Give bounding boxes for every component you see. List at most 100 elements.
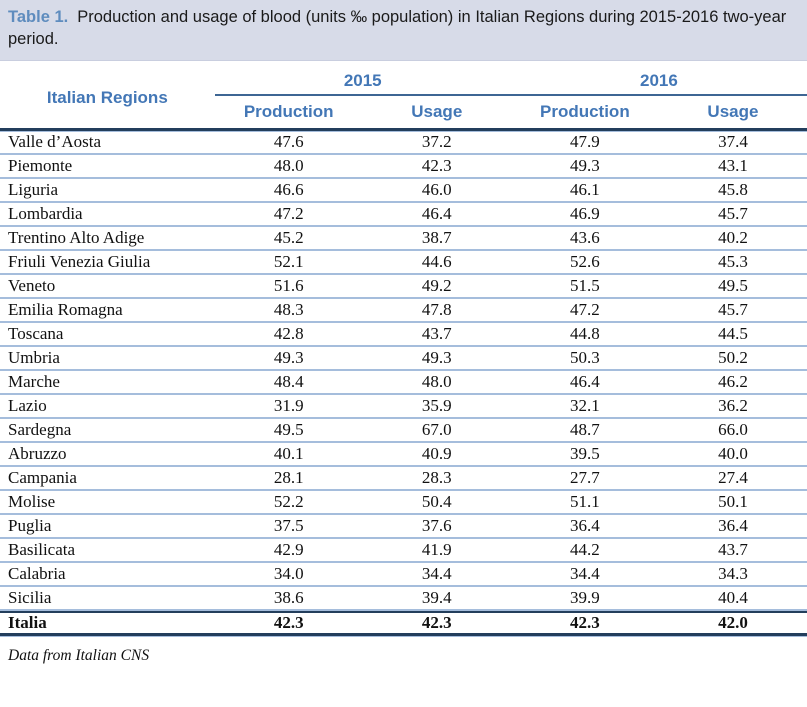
- table-row: Trentino Alto Adige 45.2 38.7 43.6 40.2: [0, 227, 807, 251]
- table-row: Lazio 31.9 35.9 32.1 36.2: [0, 395, 807, 419]
- table-caption-text: Production and usage of blood (units ‰ p…: [8, 8, 787, 48]
- value-cell: 48.4: [214, 371, 363, 395]
- table-row: Calabria 34.0 34.4 34.4 34.3: [0, 563, 807, 587]
- region-name: Sicilia: [0, 587, 215, 611]
- value-cell: 49.2: [362, 275, 511, 299]
- table-row: Liguria 46.6 46.0 46.1 45.8: [0, 179, 807, 203]
- region-name: Piemonte: [0, 155, 215, 179]
- table-row: Umbria 49.3 49.3 50.3 50.2: [0, 347, 807, 371]
- region-name: Abruzzo: [0, 443, 215, 467]
- table-row: Valle d’Aosta 47.6 37.2 47.9 37.4: [0, 131, 807, 155]
- value-cell: 40.4: [658, 587, 807, 611]
- value-cell: 38.6: [214, 587, 363, 611]
- value-cell: 38.7: [362, 227, 511, 251]
- value-cell: 34.3: [658, 563, 807, 587]
- value-cell: 40.1: [214, 443, 363, 467]
- value-cell: 34.0: [214, 563, 363, 587]
- value-cell: 37.6: [362, 515, 511, 539]
- value-cell: 46.6: [214, 179, 363, 203]
- table-row: Basilicata 42.9 41.9 44.2 43.7: [0, 539, 807, 563]
- value-cell: 47.8: [362, 299, 511, 323]
- value-cell: 42.3: [510, 610, 659, 636]
- value-cell: 51.1: [510, 491, 659, 515]
- region-name: Umbria: [0, 347, 215, 371]
- column-group-2015: 2015: [214, 69, 511, 96]
- table-row: Sardegna 49.5 67.0 48.7 66.0: [0, 419, 807, 443]
- region-name: Veneto: [0, 275, 215, 299]
- region-name: Emilia Romagna: [0, 299, 215, 323]
- value-cell: 34.4: [362, 563, 511, 587]
- value-cell: 45.8: [658, 179, 807, 203]
- value-cell: 52.6: [510, 251, 659, 275]
- region-name: Trentino Alto Adige: [0, 227, 215, 251]
- value-cell: 31.9: [214, 395, 363, 419]
- value-cell: 45.3: [658, 251, 807, 275]
- value-cell: 46.9: [510, 203, 659, 227]
- table-row: Molise 52.2 50.4 51.1 50.1: [0, 491, 807, 515]
- region-name: Calabria: [0, 563, 215, 587]
- value-cell: 42.3: [362, 610, 511, 636]
- value-cell: 46.4: [510, 371, 659, 395]
- value-cell: 28.1: [214, 467, 363, 491]
- value-cell: 46.4: [362, 203, 511, 227]
- region-name: Campania: [0, 467, 215, 491]
- value-cell: 44.8: [510, 323, 659, 347]
- value-cell: 67.0: [362, 419, 511, 443]
- value-cell: 46.0: [362, 179, 511, 203]
- value-cell: 42.3: [214, 610, 363, 636]
- region-name: Lombardia: [0, 203, 215, 227]
- table-row: Veneto 51.6 49.2 51.5 49.5: [0, 275, 807, 299]
- value-cell: 46.2: [658, 371, 807, 395]
- value-cell: 43.6: [510, 227, 659, 251]
- value-cell: 41.9: [362, 539, 511, 563]
- value-cell: 50.3: [510, 347, 659, 371]
- region-name: Toscana: [0, 323, 215, 347]
- value-cell: 50.2: [658, 347, 807, 371]
- table-row: Friuli Venezia Giulia 52.1 44.6 52.6 45.3: [0, 251, 807, 275]
- region-name: Friuli Venezia Giulia: [0, 251, 215, 275]
- value-cell: 40.9: [362, 443, 511, 467]
- value-cell: 28.3: [362, 467, 511, 491]
- column-group-2016: 2016: [510, 69, 807, 96]
- value-cell: 44.2: [510, 539, 659, 563]
- value-cell: 43.1: [658, 155, 807, 179]
- value-cell: 45.7: [658, 203, 807, 227]
- value-cell: 47.2: [214, 203, 363, 227]
- value-cell: 46.1: [510, 179, 659, 203]
- value-cell: 48.0: [362, 371, 511, 395]
- value-cell: 42.0: [658, 610, 807, 636]
- region-name: Liguria: [0, 179, 215, 203]
- value-cell: 40.0: [658, 443, 807, 467]
- value-cell: 47.2: [510, 299, 659, 323]
- region-name: Puglia: [0, 515, 215, 539]
- value-cell: 49.5: [214, 419, 363, 443]
- value-cell: 37.2: [362, 131, 511, 155]
- blood-production-table: Italian Regions 2015 2016 Production Usa…: [0, 69, 807, 636]
- value-cell: 49.3: [214, 347, 363, 371]
- value-cell: 42.3: [362, 155, 511, 179]
- value-cell: 66.0: [658, 419, 807, 443]
- region-name: Sardegna: [0, 419, 215, 443]
- value-cell: 42.8: [214, 323, 363, 347]
- table-row: Lombardia 47.2 46.4 46.9 45.7: [0, 203, 807, 227]
- value-cell: 39.4: [362, 587, 511, 611]
- value-cell: 36.2: [658, 395, 807, 419]
- value-cell: 50.4: [362, 491, 511, 515]
- table-row: Abruzzo 40.1 40.9 39.5 40.0: [0, 443, 807, 467]
- value-cell: 47.9: [510, 131, 659, 155]
- region-name: Marche: [0, 371, 215, 395]
- table-row: Piemonte 48.0 42.3 49.3 43.1: [0, 155, 807, 179]
- value-cell: 36.4: [658, 515, 807, 539]
- value-cell: 52.2: [214, 491, 363, 515]
- value-cell: 44.6: [362, 251, 511, 275]
- value-cell: 49.3: [362, 347, 511, 371]
- value-cell: 52.1: [214, 251, 363, 275]
- table-body: Valle d’Aosta 47.6 37.2 47.9 37.4 Piemonte 48.…: [0, 131, 807, 636]
- table-row: Campania 28.1 28.3 27.7 27.4: [0, 467, 807, 491]
- column-header-production-2015: Production: [214, 96, 363, 131]
- column-header-regions: Italian Regions: [0, 69, 215, 131]
- value-cell: 45.2: [214, 227, 363, 251]
- value-cell: 43.7: [362, 323, 511, 347]
- table-header: Italian Regions 2015 2016 Production Usa…: [0, 69, 807, 131]
- region-name: Molise: [0, 491, 215, 515]
